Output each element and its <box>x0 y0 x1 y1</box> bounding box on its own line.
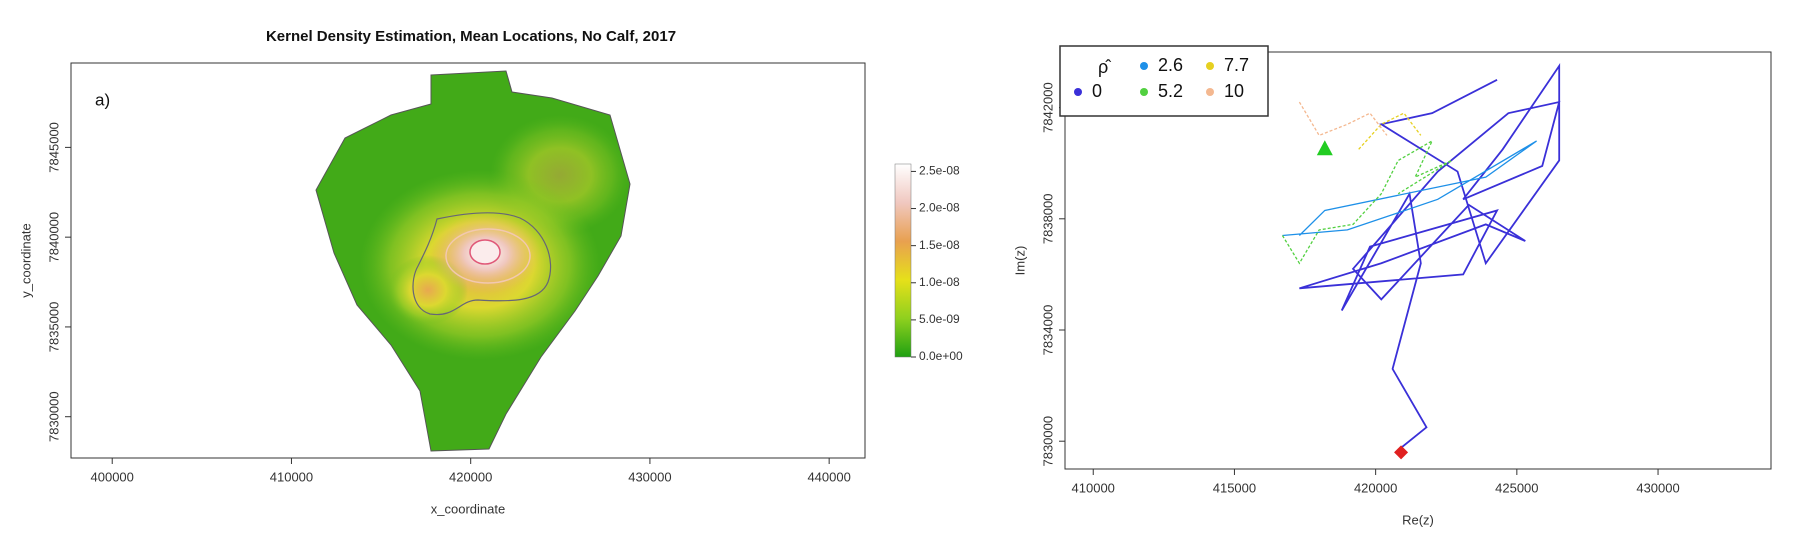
y-axis-label: y_coordinate <box>18 223 33 297</box>
legend-label: 0 <box>1092 81 1102 101</box>
legend-box <box>1059 45 1269 117</box>
x-tick-label: 420000 <box>1354 480 1397 495</box>
y-tick-label: 7835000 <box>46 302 61 353</box>
trajectory-line <box>1282 140 1537 237</box>
legend-label: 10 <box>1224 81 1244 101</box>
x-tick-label: 400000 <box>91 469 134 484</box>
trajectory-line <box>1298 101 1388 137</box>
marker <box>1316 140 1333 156</box>
colorbar-tick-label: 5.0e-09 <box>919 312 960 326</box>
colorbar-tick-label: 2.5e-08 <box>919 164 960 178</box>
x-tick-label: 415000 <box>1213 480 1256 495</box>
colorbar-tick-label: 0.0e+00 <box>919 349 963 363</box>
plot-frame <box>1064 51 1772 470</box>
contour <box>445 228 531 284</box>
legend-marker <box>1140 88 1148 96</box>
x-tick-label: 410000 <box>270 469 313 484</box>
colorbar-tick-label: 1.5e-08 <box>919 238 960 252</box>
x-tick-label: 430000 <box>628 469 671 484</box>
y-tick-label: 7840000 <box>46 212 61 263</box>
legend-marker <box>1140 62 1148 70</box>
trajectory-line <box>1358 112 1422 150</box>
region-outline <box>315 70 631 452</box>
colorbar-tick-label: 1.0e-08 <box>919 275 960 289</box>
plot-frame <box>70 62 866 459</box>
density-surface <box>316 71 630 451</box>
legend-title: ρ̂ <box>1098 57 1111 77</box>
legend-label: 2.6 <box>1158 55 1183 75</box>
x-axis-label: Re(z) <box>1402 512 1434 527</box>
legend-marker <box>1074 88 1082 96</box>
x-tick-label: 410000 <box>1072 480 1115 495</box>
legend-marker <box>1206 62 1214 70</box>
trajectory-line <box>1299 62 1561 454</box>
contour <box>412 212 552 316</box>
y-tick-label: 7842000 <box>1040 82 1055 133</box>
x-tick-label: 420000 <box>449 469 492 484</box>
y-tick-label: 7830000 <box>1040 416 1055 467</box>
legend-label: 7.7 <box>1224 55 1249 75</box>
contour <box>469 239 501 265</box>
legend-label: 5.2 <box>1158 81 1183 101</box>
x-tick-label: 440000 <box>807 469 850 484</box>
chart-title: Kernel Density Estimation, Mean Location… <box>266 28 676 45</box>
y-tick-label: 7845000 <box>46 122 61 173</box>
y-tick-label: 7834000 <box>1040 305 1055 356</box>
colorbar <box>894 163 912 358</box>
trajectory-line <box>1281 139 1453 265</box>
colorbar-tick-label: 2.0e-08 <box>919 201 960 215</box>
y-tick-label: 7830000 <box>46 391 61 442</box>
x-tick-label: 425000 <box>1495 480 1538 495</box>
legend-marker <box>1206 88 1214 96</box>
y-tick-label: 7838000 <box>1040 193 1055 244</box>
x-axis-label: x_coordinate <box>431 501 505 516</box>
annotation: a) <box>95 90 110 109</box>
marker <box>1394 445 1409 460</box>
x-tick-label: 430000 <box>1636 480 1679 495</box>
y-axis-label: Im(z) <box>1012 246 1027 276</box>
